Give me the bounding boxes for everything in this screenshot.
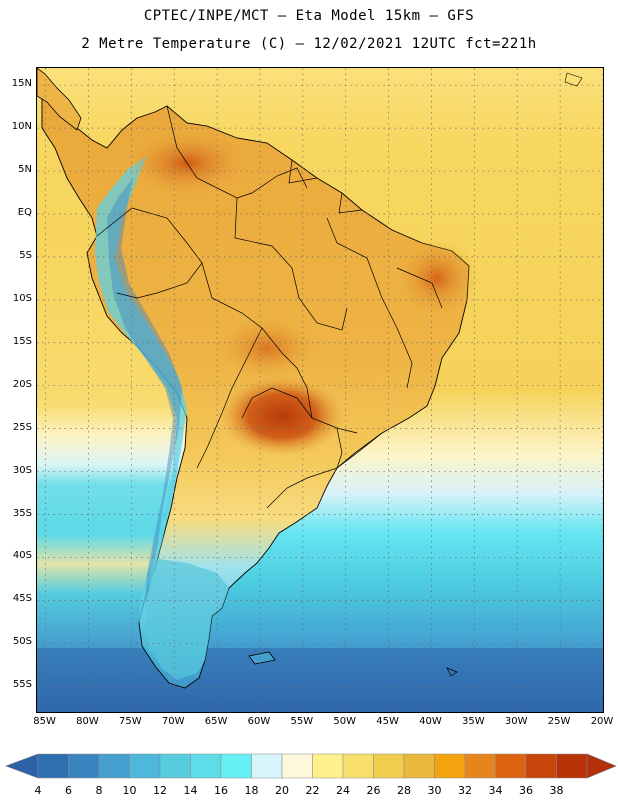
colorbar-level-label: 4 bbox=[34, 784, 42, 797]
colorbar-level-label: 22 bbox=[305, 784, 320, 797]
colorbar-high-arrow bbox=[586, 753, 617, 779]
colorbar-level-label: 32 bbox=[458, 784, 472, 797]
colorbar-swatch bbox=[190, 753, 222, 779]
latitude-tick-label: 15S bbox=[12, 335, 32, 347]
latitude-tick-label: 35S bbox=[12, 507, 32, 519]
longitude-tick-label: 55W bbox=[290, 716, 314, 727]
colorbar-swatch bbox=[281, 753, 313, 779]
falklands-island bbox=[248, 651, 276, 665]
colorbar-level-label: 14 bbox=[183, 784, 198, 797]
longitude-tick-label: 25W bbox=[547, 716, 571, 727]
colorbar-level-label: 24 bbox=[336, 784, 350, 797]
colorbar-swatch bbox=[525, 753, 557, 779]
colorbar-swatch bbox=[464, 753, 496, 779]
colorbar-swatch bbox=[495, 753, 527, 779]
patagonia-cool-region bbox=[145, 558, 229, 680]
longitude-tick-label: 70W bbox=[161, 716, 185, 727]
colorbar-level-label: 18 bbox=[244, 784, 259, 797]
andes-cool-band bbox=[95, 156, 187, 623]
colorbar-swatch bbox=[312, 753, 344, 779]
longitude-tick-label: 50W bbox=[333, 716, 357, 727]
longitude-tick-label: 45W bbox=[376, 716, 399, 727]
latitude-tick-label: 40S bbox=[12, 550, 32, 562]
colorbar-level-label: 16 bbox=[214, 784, 228, 797]
caribbean-islands bbox=[564, 72, 583, 87]
colorbar-level-label: 12 bbox=[153, 784, 167, 797]
colorbar-level-label: 26 bbox=[366, 784, 381, 797]
country-borders bbox=[96, 105, 443, 509]
colorbar-swatch bbox=[403, 753, 435, 779]
colorbar-level-label: 8 bbox=[95, 784, 103, 797]
colorbar-level-label: 28 bbox=[397, 784, 411, 797]
latitude-tick-label: 15N bbox=[11, 78, 32, 90]
latitude-tick-label: 10N bbox=[11, 121, 32, 133]
latitude-tick-label: EQ bbox=[17, 206, 32, 218]
latitude-tick-label: 45S bbox=[12, 593, 32, 605]
latitude-tick-label: 20S bbox=[12, 378, 32, 390]
colorbar-level-label: 34 bbox=[488, 784, 503, 797]
latitude-tick-label: 55S bbox=[12, 679, 32, 691]
colorbar-level-label: 10 bbox=[122, 784, 137, 797]
longitude-tick-label: 75W bbox=[119, 716, 142, 727]
colorbar-swatch bbox=[129, 753, 161, 779]
central-america-landmass bbox=[37, 68, 82, 131]
longitude-tick-label: 60W bbox=[247, 716, 271, 727]
longitude-tick-label: 65W bbox=[204, 716, 228, 727]
colorbar-swatch bbox=[342, 753, 374, 779]
temperature-map[interactable] bbox=[36, 67, 604, 713]
map-canvas bbox=[37, 68, 603, 712]
central-brazil-heat-area bbox=[212, 313, 322, 383]
colorbar-level-label: 38 bbox=[549, 784, 564, 797]
colorbar-level-label: 6 bbox=[65, 784, 72, 797]
latitude-tick-label: 5N bbox=[18, 164, 32, 176]
longitude-tick-label: 85W bbox=[33, 716, 56, 727]
colorbar-swatch bbox=[37, 753, 69, 779]
longitude-tick-label: 80W bbox=[76, 716, 99, 727]
south-georgia-island bbox=[446, 667, 458, 677]
colorbar-swatch bbox=[68, 753, 100, 779]
andes-peaks-band bbox=[107, 178, 182, 608]
colorbar-swatch bbox=[434, 753, 466, 779]
colorbar-level-label: 36 bbox=[519, 784, 533, 797]
longitude-tick-label: 35W bbox=[462, 716, 485, 727]
colorbar-level-label: 20 bbox=[275, 784, 289, 797]
latitude-tick-label: 25S bbox=[12, 421, 32, 433]
map-subtitle: 2 Metre Temperature (C) – 12/02/2021 12U… bbox=[81, 36, 537, 52]
colorbar-swatch bbox=[251, 753, 283, 779]
map-title: CPTEC/INPE/MCT – Eta Model 15km – GFS bbox=[143, 8, 475, 24]
longitude-tick-label: 20W bbox=[590, 716, 614, 727]
colorbar-swatch bbox=[373, 753, 405, 779]
latitude-tick-label: 10S bbox=[12, 292, 32, 304]
latitude-tick-label: 50S bbox=[12, 636, 32, 648]
chaco-heat-maximum bbox=[220, 376, 344, 456]
colorbar bbox=[5, 753, 617, 779]
lat-lon-grid bbox=[37, 68, 603, 712]
colorbar-low-arrow bbox=[5, 753, 39, 779]
northeast-brazil-heat-area bbox=[395, 238, 479, 318]
latitude-tick-label: 30S bbox=[12, 464, 32, 476]
longitude-tick-label: 40W bbox=[419, 716, 442, 727]
southern-ocean-field bbox=[37, 648, 603, 712]
colorbar-level-label: 30 bbox=[427, 784, 442, 797]
latitude-tick-label: 5S bbox=[19, 249, 32, 261]
colorbar-swatch bbox=[220, 753, 252, 779]
colorbar-swatch bbox=[159, 753, 191, 779]
longitude-tick-label: 30W bbox=[504, 716, 528, 727]
colorbar-swatch bbox=[556, 753, 588, 779]
colorbar-swatch bbox=[98, 753, 130, 779]
